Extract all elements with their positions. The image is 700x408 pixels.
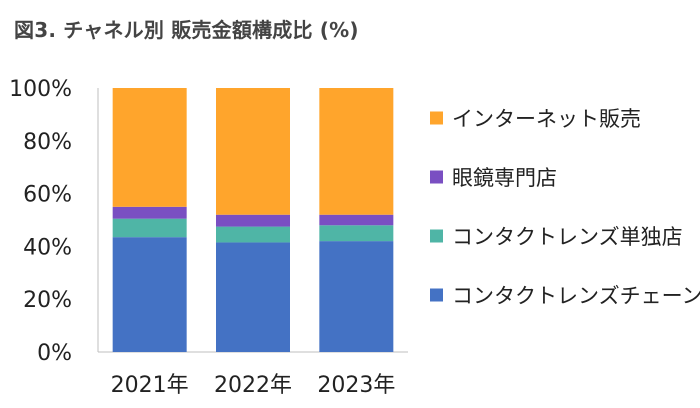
- bar-segment: [319, 214, 394, 226]
- legend-label: コンタクトレンズ単独店: [452, 225, 683, 249]
- bar-segment: [319, 88, 394, 215]
- bar-segment: [112, 218, 187, 238]
- legend-swatch: [430, 288, 443, 302]
- x-tick-label: 2021年: [111, 373, 189, 398]
- y-tick-label: 0%: [37, 341, 72, 366]
- y-axis-ticks: 0% 20% 40% 60% 80% 100%: [9, 77, 72, 366]
- chart-title: 図3. チャネル別 販売金額構成比 (%): [14, 18, 359, 42]
- x-tick-label: 2023年: [317, 373, 395, 398]
- bars: [112, 88, 394, 352]
- y-tick-label: 40%: [23, 235, 72, 260]
- x-axis-ticks: 2021年 2022年 2023年: [111, 373, 396, 398]
- y-tick-label: 20%: [23, 288, 72, 313]
- bar-segment: [112, 237, 187, 352]
- y-tick-label: 100%: [9, 77, 72, 102]
- bar-segment: [319, 225, 394, 242]
- bar-segment: [319, 241, 394, 352]
- legend-label: 眼鏡専門店: [452, 166, 557, 190]
- legend-label: インターネット販売: [452, 107, 641, 131]
- bar-segment: [216, 226, 290, 243]
- x-tick-label: 2022年: [214, 373, 292, 398]
- legend-swatch: [430, 111, 443, 125]
- legend-label: コンタクトレンズチェーン: [452, 284, 700, 308]
- bar-segment: [216, 214, 290, 227]
- y-tick-label: 80%: [23, 130, 72, 155]
- bar-segment: [112, 88, 187, 207]
- bar-segment: [216, 88, 290, 215]
- bar-segment: [112, 206, 187, 219]
- legend-swatch: [430, 170, 443, 184]
- y-tick-label: 60%: [23, 183, 72, 208]
- bar-segment: [216, 242, 290, 352]
- legend-swatch: [430, 229, 443, 243]
